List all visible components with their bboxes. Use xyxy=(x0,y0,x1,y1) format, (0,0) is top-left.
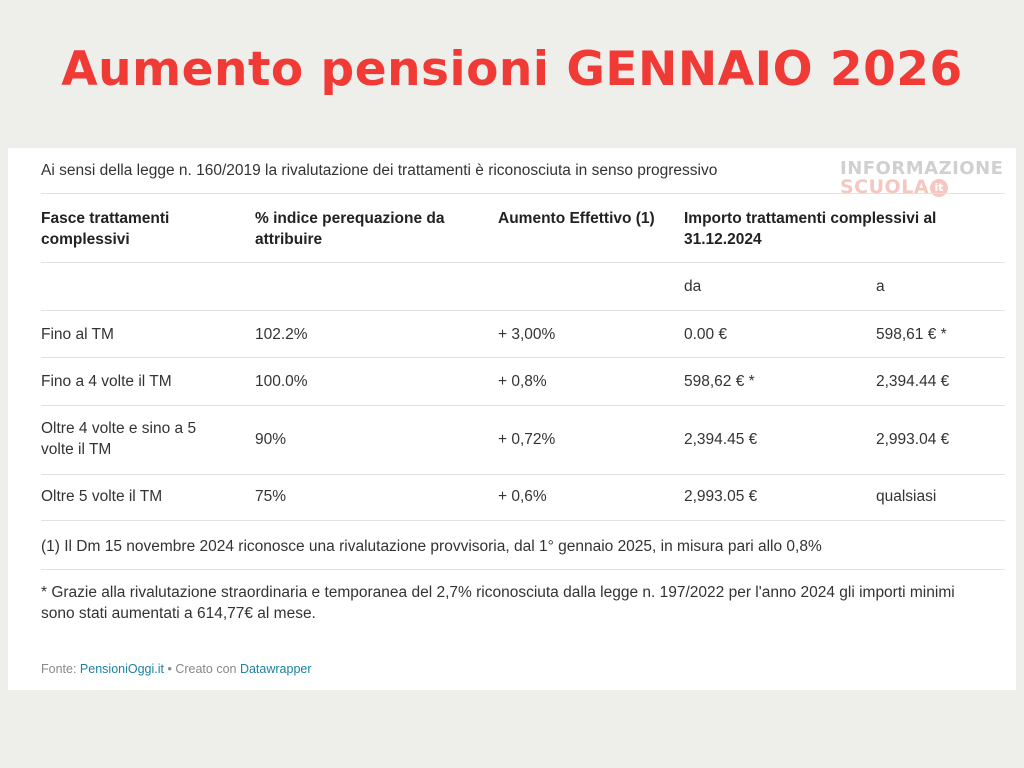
datawrapper-link[interactable]: Datawrapper xyxy=(239,662,312,676)
header-aumento: Aumento Effettivo (1) xyxy=(498,210,655,227)
page-headline: Aumento pensioni GENNAIO 2026 xyxy=(61,42,963,97)
table-cell-fascia: Fino a 4 volte il TM xyxy=(41,373,172,390)
table-cell-a: 2,993.04 € xyxy=(876,431,950,448)
divider xyxy=(41,474,1005,475)
header-indice: % indice perequazione da attribuire xyxy=(255,210,445,248)
header-importo: Importo trattamenti complessivi al 31.12… xyxy=(684,210,937,248)
table-cell-da: 0.00 € xyxy=(684,326,728,343)
header-fasce: Fasce trattamenti complessivi xyxy=(41,210,170,248)
informazione-scuola-logo: INFORMAZIONE SCUOLA it xyxy=(840,158,1004,200)
divider xyxy=(41,405,1005,406)
footnote-asterisk: * Grazie alla rivalutazione straordinari… xyxy=(41,584,955,622)
table-cell-indice: 102.2% xyxy=(255,326,308,343)
table-cell-aumento: + 0,8% xyxy=(498,373,547,390)
table-cell-indice: 100.0% xyxy=(255,373,308,390)
table-cell-aumento: + 3,00% xyxy=(498,326,556,343)
table-cell-a: 2,394.44 € xyxy=(876,373,950,390)
table-cell-a: qualsiasi xyxy=(876,488,937,505)
table-cell-da: 598,62 € * xyxy=(684,373,755,390)
subheader-a: a xyxy=(876,278,885,295)
table-cell-indice: 90% xyxy=(255,431,287,448)
subheader-da: da xyxy=(684,278,702,295)
table-cell-fascia: Oltre 4 volte e sino a 5 volte il TM xyxy=(41,420,197,458)
table-cell-da: 2,394.45 € xyxy=(684,431,758,448)
source-middle: • Creato con xyxy=(164,662,240,676)
logo-line1: INFORMAZIONE xyxy=(840,158,1004,179)
divider xyxy=(41,520,1005,521)
table-cell-indice: 75% xyxy=(255,488,287,505)
logo-suffix: it xyxy=(930,179,949,197)
table-cell-da: 2,993.05 € xyxy=(684,488,758,505)
source-link[interactable]: PensioniOggi.it xyxy=(79,662,164,676)
divider xyxy=(41,310,1005,311)
table-cell-fascia: Fino al TM xyxy=(41,326,114,343)
table-cell-a: 598,61 € * xyxy=(876,326,947,343)
table-cell-fascia: Oltre 5 volte il TM xyxy=(41,488,163,505)
table-cell-aumento: + 0,72% xyxy=(498,431,556,448)
divider xyxy=(41,262,1005,263)
table-card: Ai sensi della legge n. 160/2019 la riva… xyxy=(8,148,1016,690)
divider xyxy=(41,569,1005,570)
divider xyxy=(41,357,1005,358)
divider xyxy=(41,193,1005,194)
source-line: Fonte: PensioniOggi.it • Creato con Data… xyxy=(41,662,312,676)
source-prefix: Fonte: xyxy=(41,662,80,676)
logo-line2: SCUOLA xyxy=(840,176,930,198)
table-cell-aumento: + 0,6% xyxy=(498,488,547,505)
intro-text: Ai sensi della legge n. 160/2019 la riva… xyxy=(41,162,718,179)
footnote-1: (1) Il Dm 15 novembre 2024 riconosce una… xyxy=(41,538,822,555)
